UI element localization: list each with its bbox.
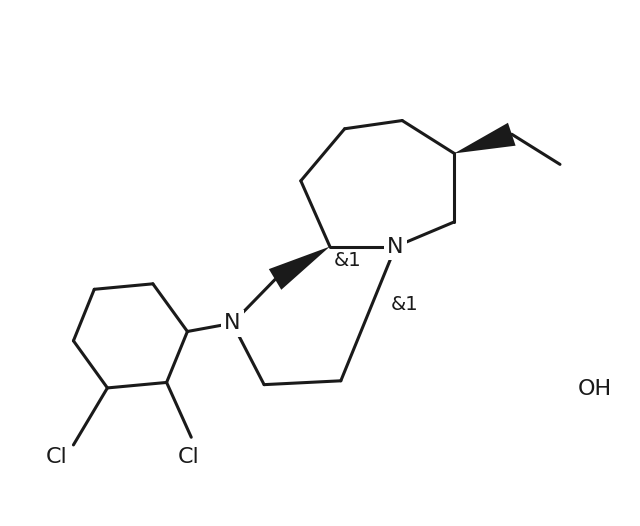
Polygon shape: [269, 247, 330, 290]
Text: Cl: Cl: [178, 447, 200, 467]
Text: OH: OH: [577, 379, 612, 399]
Text: Cl: Cl: [46, 447, 68, 467]
Text: N: N: [387, 237, 404, 257]
Text: &1: &1: [333, 251, 362, 270]
Text: N: N: [224, 313, 241, 333]
Text: &1: &1: [391, 295, 419, 313]
Polygon shape: [454, 123, 516, 154]
